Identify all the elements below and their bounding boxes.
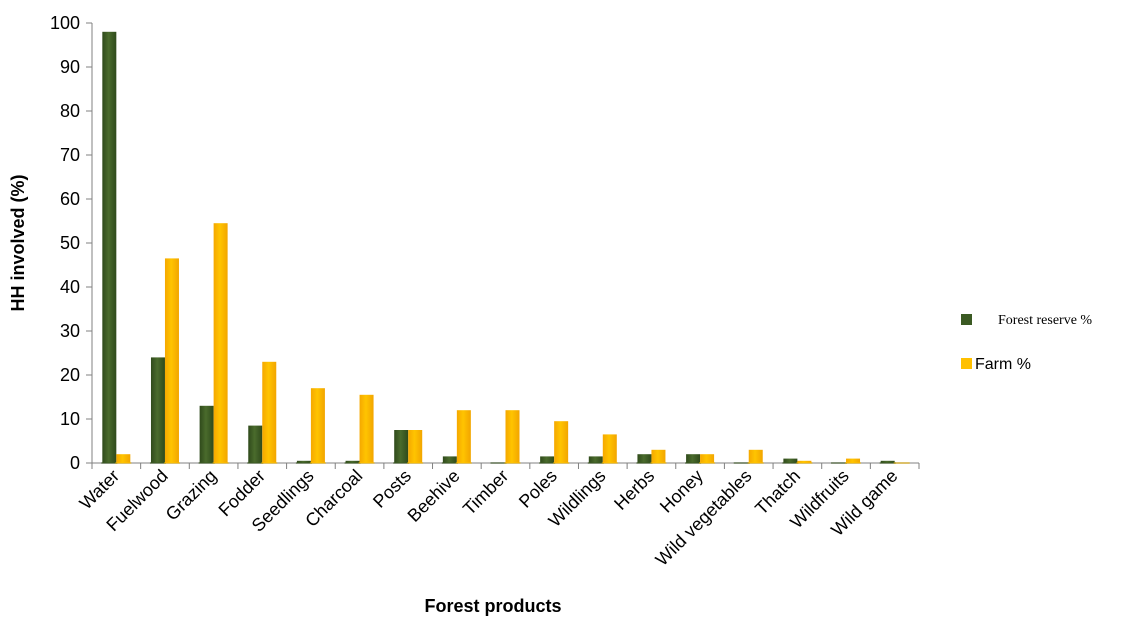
- bar-forest-reserve-water: [102, 31, 117, 464]
- x-axis-title: Forest products: [424, 596, 561, 616]
- bar-base-farm-wild-game: [893, 462, 910, 464]
- legend-swatch-farm: [961, 358, 972, 369]
- y-tick-label: 10: [60, 409, 80, 429]
- y-tick-label: 50: [60, 233, 80, 253]
- bar-base-forest-reserve-water: [101, 462, 118, 464]
- x-tick-label-posts: Posts: [369, 466, 415, 512]
- bar-base-farm-honey: [699, 462, 716, 464]
- bar-base-forest-reserve-wildfruits: [831, 462, 848, 464]
- bar-base-forest-reserve-herbs: [636, 462, 653, 464]
- bar-farm-thatch: [797, 460, 812, 463]
- bar-base-forest-reserve-poles: [539, 462, 556, 464]
- bar-base-forest-reserve-honey: [685, 462, 702, 464]
- bar-forest-reserve-grazing: [199, 405, 214, 463]
- bar-farm-honey: [700, 454, 715, 463]
- bar-forest-reserve-posts: [394, 430, 409, 463]
- bar-base-farm-fuelwood: [163, 462, 180, 464]
- bar-forest-reserve-charcoal: [345, 460, 360, 463]
- y-tick-label: 30: [60, 321, 80, 341]
- bar-base-forest-reserve-fodder: [247, 462, 264, 464]
- y-tick-label: 80: [60, 101, 80, 121]
- x-tick-label-timber: Timber: [459, 466, 512, 519]
- bar-farm-posts: [408, 430, 423, 463]
- x-tick-label-beehive: Beehive: [404, 466, 464, 526]
- bar-base-farm-beehive: [455, 462, 472, 464]
- x-tick-label-poles: Poles: [515, 466, 561, 512]
- bar-forest-reserve-seedlings: [296, 460, 311, 463]
- bar-farm-seedlings: [310, 388, 325, 463]
- legend: Forest reserve % Farm %: [961, 313, 1092, 373]
- bar-base-forest-reserve-timber: [490, 462, 507, 464]
- bar-base-farm-fodder: [261, 462, 278, 464]
- bar-farm-water: [116, 454, 131, 463]
- bar-base-farm-wildfruits: [845, 462, 862, 464]
- bar-base-forest-reserve-fuelwood: [149, 462, 166, 464]
- y-tick-label: 40: [60, 277, 80, 297]
- bar-base-forest-reserve-wildlings: [587, 462, 604, 464]
- bar-farm-grazing: [213, 223, 228, 463]
- bar-forest-reserve-herbs: [637, 454, 652, 463]
- y-tick-label: 0: [70, 453, 80, 473]
- bar-base-farm-timber: [504, 462, 521, 464]
- bar-farm-wildfruits: [846, 458, 861, 463]
- bar-base-farm-thatch: [796, 462, 813, 464]
- bar-farm-timber: [505, 410, 520, 463]
- bar-base-forest-reserve-thatch: [782, 462, 799, 464]
- bar-base-farm-charcoal: [358, 462, 375, 464]
- bar-forest-reserve-fodder: [248, 425, 263, 463]
- legend-item-farm: Farm %: [961, 356, 1031, 373]
- bar-forest-reserve-fuelwood: [150, 357, 165, 463]
- bar-forest-reserve-beehive: [442, 456, 457, 463]
- bar-base-forest-reserve-beehive: [441, 462, 458, 464]
- bar-farm-herbs: [651, 449, 666, 463]
- bar-base-farm-posts: [407, 462, 424, 464]
- bar-farm-fodder: [262, 361, 277, 463]
- bar-base-forest-reserve-posts: [393, 462, 410, 464]
- bar-farm-poles: [554, 421, 569, 463]
- y-tick-label: 90: [60, 57, 80, 77]
- x-axis: WaterFuelwoodGrazingFodderSeedlingsCharc…: [76, 462, 920, 570]
- bar-base-forest-reserve-seedlings: [295, 462, 312, 464]
- bar-base-farm-water: [115, 462, 132, 464]
- legend-label-farm: Farm %: [975, 356, 1031, 373]
- bar-base-forest-reserve-wild-vegetables: [733, 462, 750, 464]
- bar-base-forest-reserve-wild-game: [879, 462, 896, 464]
- y-tick-label: 60: [60, 189, 80, 209]
- bar-forest-reserve-poles: [540, 456, 555, 463]
- legend-swatch-forest-reserve: [961, 314, 972, 325]
- bar-base-farm-grazing: [212, 462, 229, 464]
- bar-base-farm-wild-vegetables: [747, 462, 764, 464]
- legend-item-forest-reserve: Forest reserve %: [961, 313, 1092, 328]
- bar-base-farm-poles: [553, 462, 570, 464]
- bar-farm-fuelwood: [164, 258, 179, 463]
- bar-farm-charcoal: [359, 394, 374, 463]
- bar-base-forest-reserve-grazing: [198, 462, 215, 464]
- bar-farm-wildlings: [602, 434, 617, 463]
- bar-base-farm-herbs: [650, 462, 667, 464]
- bar-forest-reserve-thatch: [783, 458, 798, 463]
- y-axis-title: HH involved (%): [8, 174, 28, 311]
- y-tick-label: 70: [60, 145, 80, 165]
- y-tick-label: 100: [50, 13, 80, 33]
- bar-base-farm-wildlings: [601, 462, 618, 464]
- y-axis: 0 10 20 30 40 50 60 70 80 90 100: [50, 13, 93, 473]
- bar-farm-wild-vegetables: [748, 449, 763, 463]
- legend-label-forest-reserve: Forest reserve %: [998, 313, 1092, 328]
- bar-forest-reserve-wild-game: [880, 460, 895, 463]
- y-tick-label: 20: [60, 365, 80, 385]
- x-tick-label-grazing: Grazing: [162, 466, 221, 525]
- bar-base-forest-reserve-charcoal: [344, 462, 361, 464]
- x-tick-label-herbs: Herbs: [610, 466, 658, 514]
- bar-base-farm-seedlings: [309, 462, 326, 464]
- bars: [101, 31, 910, 464]
- bar-forest-reserve-wildlings: [588, 456, 603, 463]
- bar-forest-reserve-honey: [686, 454, 701, 463]
- bar-farm-beehive: [456, 410, 471, 463]
